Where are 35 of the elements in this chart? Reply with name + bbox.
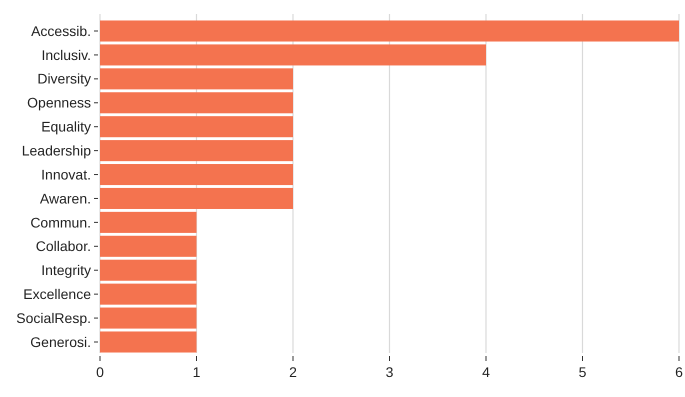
y-tick-label: Excellence — [23, 286, 92, 302]
x-tick-label: 3 — [386, 364, 394, 380]
bar — [100, 116, 293, 138]
y-tick-label: Inclusiv. — [41, 46, 91, 63]
y-tick-label: Awaren. — [40, 190, 91, 206]
y-tick-label: Equality — [41, 118, 91, 135]
x-tick-label: 4 — [482, 364, 490, 380]
y-tick-label: Integrity — [41, 262, 91, 278]
bar — [100, 92, 293, 114]
bar — [100, 331, 196, 353]
y-tick-label: Commun. — [30, 214, 91, 230]
bar — [100, 308, 196, 329]
y-tick-label: Collabor. — [36, 238, 91, 254]
bar — [100, 20, 679, 42]
y-tick-label: SocialResp. — [16, 310, 91, 326]
bar — [100, 260, 196, 281]
x-tick-label: 6 — [675, 364, 684, 380]
x-tick-label: 1 — [192, 364, 201, 380]
bar — [100, 164, 293, 186]
bar — [100, 68, 293, 90]
bar — [100, 236, 196, 257]
x-tick-label: 5 — [578, 364, 587, 380]
y-tick-label: Openness — [27, 94, 91, 111]
bar — [100, 188, 293, 209]
y-tick-label: Innovat. — [41, 166, 91, 182]
bar — [100, 140, 293, 162]
y-tick-label: Diversity — [37, 70, 91, 87]
x-tick-label: 2 — [289, 364, 298, 380]
y-tick-label: Generosi. — [30, 334, 91, 350]
bar — [100, 44, 486, 66]
bar — [100, 284, 196, 305]
y-tick-label: Leadership — [22, 142, 92, 159]
bar — [100, 212, 196, 233]
y-tick-label: Accessib. — [31, 22, 91, 39]
x-tick-label: 0 — [96, 364, 104, 380]
